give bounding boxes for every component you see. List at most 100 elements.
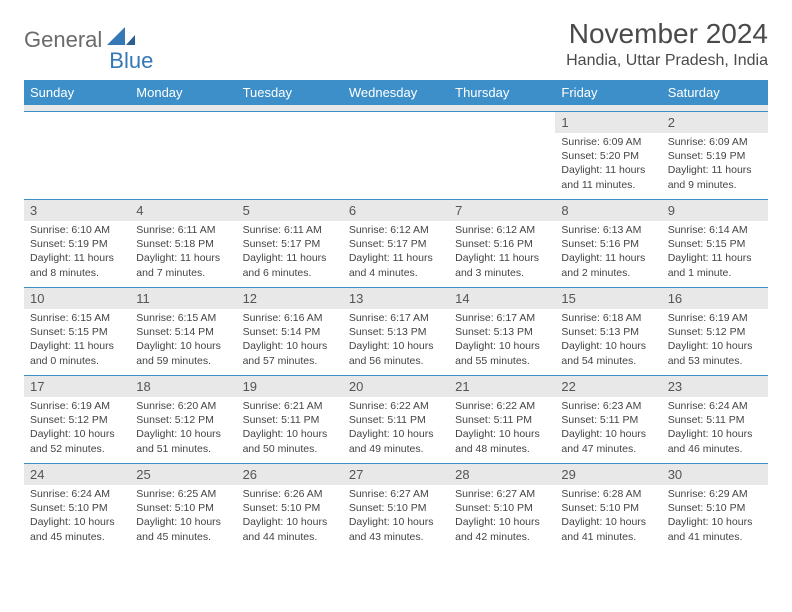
day-cell: 16Sunrise: 6:19 AMSunset: 5:12 PMDayligh… — [662, 287, 768, 375]
day-content: Sunrise: 6:24 AMSunset: 5:10 PMDaylight:… — [24, 485, 130, 548]
calendar-table: SundayMondayTuesdayWednesdayThursdayFrid… — [24, 80, 768, 551]
sunrise-text: Sunrise: 6:18 AM — [561, 311, 655, 325]
day-header-saturday: Saturday — [662, 80, 768, 105]
day-number: 25 — [130, 464, 236, 486]
sunset-text: Sunset: 5:10 PM — [455, 501, 549, 515]
sunrise-text: Sunrise: 6:09 AM — [668, 135, 762, 149]
daylight-text: Daylight: 10 hours and 49 minutes. — [349, 427, 443, 455]
day-header-friday: Friday — [555, 80, 661, 105]
daylight-text: Daylight: 10 hours and 52 minutes. — [30, 427, 124, 455]
day-content: Sunrise: 6:22 AMSunset: 5:11 PMDaylight:… — [343, 397, 449, 460]
sunrise-text: Sunrise: 6:24 AM — [30, 487, 124, 501]
daylight-text: Daylight: 10 hours and 51 minutes. — [136, 427, 230, 455]
daylight-text: Daylight: 10 hours and 43 minutes. — [349, 515, 443, 543]
sunset-text: Sunset: 5:18 PM — [136, 237, 230, 251]
sunset-text: Sunset: 5:19 PM — [30, 237, 124, 251]
daylight-text: Daylight: 10 hours and 53 minutes. — [668, 339, 762, 367]
sunset-text: Sunset: 5:11 PM — [561, 413, 655, 427]
sunrise-text: Sunrise: 6:19 AM — [668, 311, 762, 325]
sunrise-text: Sunrise: 6:15 AM — [30, 311, 124, 325]
daylight-text: Daylight: 11 hours and 7 minutes. — [136, 251, 230, 279]
daylight-text: Daylight: 10 hours and 55 minutes. — [455, 339, 549, 367]
day-header-wednesday: Wednesday — [343, 80, 449, 105]
sunset-text: Sunset: 5:12 PM — [136, 413, 230, 427]
day-cell: 14Sunrise: 6:17 AMSunset: 5:13 PMDayligh… — [449, 287, 555, 375]
daylight-text: Daylight: 11 hours and 9 minutes. — [668, 163, 762, 191]
day-cell: 1Sunrise: 6:09 AMSunset: 5:20 PMDaylight… — [555, 111, 661, 199]
day-number: 9 — [662, 200, 768, 222]
sunset-text: Sunset: 5:10 PM — [561, 501, 655, 515]
daylight-text: Daylight: 10 hours and 56 minutes. — [349, 339, 443, 367]
day-content: Sunrise: 6:26 AMSunset: 5:10 PMDaylight:… — [237, 485, 343, 548]
sunset-text: Sunset: 5:19 PM — [668, 149, 762, 163]
day-cell: 25Sunrise: 6:25 AMSunset: 5:10 PMDayligh… — [130, 463, 236, 551]
day-cell: 4Sunrise: 6:11 AMSunset: 5:18 PMDaylight… — [130, 199, 236, 287]
day-number: 14 — [449, 288, 555, 310]
day-content: Sunrise: 6:12 AMSunset: 5:16 PMDaylight:… — [449, 221, 555, 284]
sunset-text: Sunset: 5:13 PM — [455, 325, 549, 339]
daylight-text: Daylight: 10 hours and 46 minutes. — [668, 427, 762, 455]
sunrise-text: Sunrise: 6:11 AM — [243, 223, 337, 237]
day-number: 5 — [237, 200, 343, 222]
daylight-text: Daylight: 10 hours and 48 minutes. — [455, 427, 549, 455]
daylight-text: Daylight: 10 hours and 54 minutes. — [561, 339, 655, 367]
week-row: 1Sunrise: 6:09 AMSunset: 5:20 PMDaylight… — [24, 111, 768, 199]
day-cell: 9Sunrise: 6:14 AMSunset: 5:15 PMDaylight… — [662, 199, 768, 287]
daylight-text: Daylight: 11 hours and 4 minutes. — [349, 251, 443, 279]
day-cell: 3Sunrise: 6:10 AMSunset: 5:19 PMDaylight… — [24, 199, 130, 287]
day-number: 6 — [343, 200, 449, 222]
sunset-text: Sunset: 5:11 PM — [243, 413, 337, 427]
day-cell: 29Sunrise: 6:28 AMSunset: 5:10 PMDayligh… — [555, 463, 661, 551]
sunset-text: Sunset: 5:11 PM — [349, 413, 443, 427]
sunset-text: Sunset: 5:20 PM — [561, 149, 655, 163]
week-row: 24Sunrise: 6:24 AMSunset: 5:10 PMDayligh… — [24, 463, 768, 551]
empty-cell — [24, 111, 130, 199]
day-header-thursday: Thursday — [449, 80, 555, 105]
daylight-text: Daylight: 11 hours and 6 minutes. — [243, 251, 337, 279]
day-number: 10 — [24, 288, 130, 310]
day-cell: 26Sunrise: 6:26 AMSunset: 5:10 PMDayligh… — [237, 463, 343, 551]
empty-cell — [130, 111, 236, 199]
day-cell: 15Sunrise: 6:18 AMSunset: 5:13 PMDayligh… — [555, 287, 661, 375]
day-content: Sunrise: 6:11 AMSunset: 5:18 PMDaylight:… — [130, 221, 236, 284]
sunset-text: Sunset: 5:10 PM — [349, 501, 443, 515]
sunrise-text: Sunrise: 6:22 AM — [455, 399, 549, 413]
day-header-sunday: Sunday — [24, 80, 130, 105]
sunset-text: Sunset: 5:16 PM — [561, 237, 655, 251]
daylight-text: Daylight: 11 hours and 11 minutes. — [561, 163, 655, 191]
daylight-text: Daylight: 11 hours and 2 minutes. — [561, 251, 655, 279]
day-content: Sunrise: 6:19 AMSunset: 5:12 PMDaylight:… — [662, 309, 768, 372]
daylight-text: Daylight: 10 hours and 59 minutes. — [136, 339, 230, 367]
day-cell: 7Sunrise: 6:12 AMSunset: 5:16 PMDaylight… — [449, 199, 555, 287]
daylight-text: Daylight: 11 hours and 3 minutes. — [455, 251, 549, 279]
day-number: 22 — [555, 376, 661, 398]
day-cell: 19Sunrise: 6:21 AMSunset: 5:11 PMDayligh… — [237, 375, 343, 463]
sunrise-text: Sunrise: 6:25 AM — [136, 487, 230, 501]
day-content: Sunrise: 6:13 AMSunset: 5:16 PMDaylight:… — [555, 221, 661, 284]
day-content: Sunrise: 6:17 AMSunset: 5:13 PMDaylight:… — [449, 309, 555, 372]
day-content: Sunrise: 6:29 AMSunset: 5:10 PMDaylight:… — [662, 485, 768, 548]
day-content: Sunrise: 6:24 AMSunset: 5:11 PMDaylight:… — [662, 397, 768, 460]
day-cell: 22Sunrise: 6:23 AMSunset: 5:11 PMDayligh… — [555, 375, 661, 463]
sunset-text: Sunset: 5:11 PM — [668, 413, 762, 427]
sunrise-text: Sunrise: 6:19 AM — [30, 399, 124, 413]
week-row: 17Sunrise: 6:19 AMSunset: 5:12 PMDayligh… — [24, 375, 768, 463]
sunset-text: Sunset: 5:17 PM — [349, 237, 443, 251]
day-cell: 30Sunrise: 6:29 AMSunset: 5:10 PMDayligh… — [662, 463, 768, 551]
sunrise-text: Sunrise: 6:17 AM — [455, 311, 549, 325]
week-row: 3Sunrise: 6:10 AMSunset: 5:19 PMDaylight… — [24, 199, 768, 287]
day-number: 29 — [555, 464, 661, 486]
sunrise-text: Sunrise: 6:23 AM — [561, 399, 655, 413]
daylight-text: Daylight: 10 hours and 42 minutes. — [455, 515, 549, 543]
week-row: 10Sunrise: 6:15 AMSunset: 5:15 PMDayligh… — [24, 287, 768, 375]
daylight-text: Daylight: 11 hours and 1 minute. — [668, 251, 762, 279]
sunset-text: Sunset: 5:12 PM — [668, 325, 762, 339]
day-content: Sunrise: 6:15 AMSunset: 5:14 PMDaylight:… — [130, 309, 236, 372]
day-cell: 12Sunrise: 6:16 AMSunset: 5:14 PMDayligh… — [237, 287, 343, 375]
sunrise-text: Sunrise: 6:15 AM — [136, 311, 230, 325]
day-content: Sunrise: 6:19 AMSunset: 5:12 PMDaylight:… — [24, 397, 130, 460]
day-content: Sunrise: 6:16 AMSunset: 5:14 PMDaylight:… — [237, 309, 343, 372]
day-number: 12 — [237, 288, 343, 310]
day-cell: 18Sunrise: 6:20 AMSunset: 5:12 PMDayligh… — [130, 375, 236, 463]
day-content: Sunrise: 6:10 AMSunset: 5:19 PMDaylight:… — [24, 221, 130, 284]
